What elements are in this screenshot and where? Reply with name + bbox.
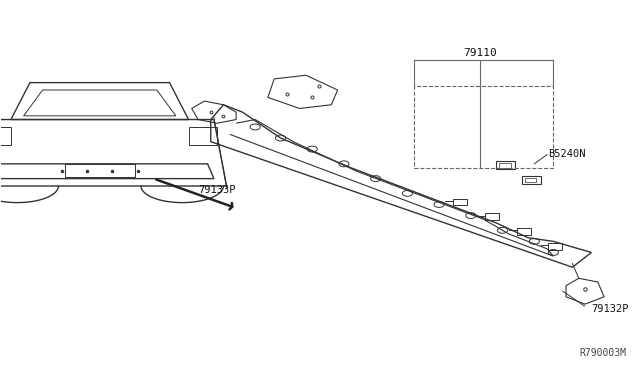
Text: 79132P: 79132P <box>591 304 629 314</box>
Bar <box>522 176 541 184</box>
Bar <box>525 177 536 182</box>
Bar <box>516 228 531 235</box>
Text: 79133P: 79133P <box>198 185 236 195</box>
Bar <box>496 161 515 169</box>
Bar <box>414 86 554 167</box>
Bar <box>485 213 499 220</box>
Bar <box>548 243 562 250</box>
Text: B5240N: B5240N <box>548 148 586 158</box>
Text: 79110: 79110 <box>463 48 497 58</box>
Bar <box>453 199 467 205</box>
Bar <box>189 127 217 145</box>
Bar <box>65 164 134 177</box>
Text: R790003M: R790003M <box>579 348 627 358</box>
Bar <box>499 163 511 167</box>
Bar <box>0 127 11 145</box>
